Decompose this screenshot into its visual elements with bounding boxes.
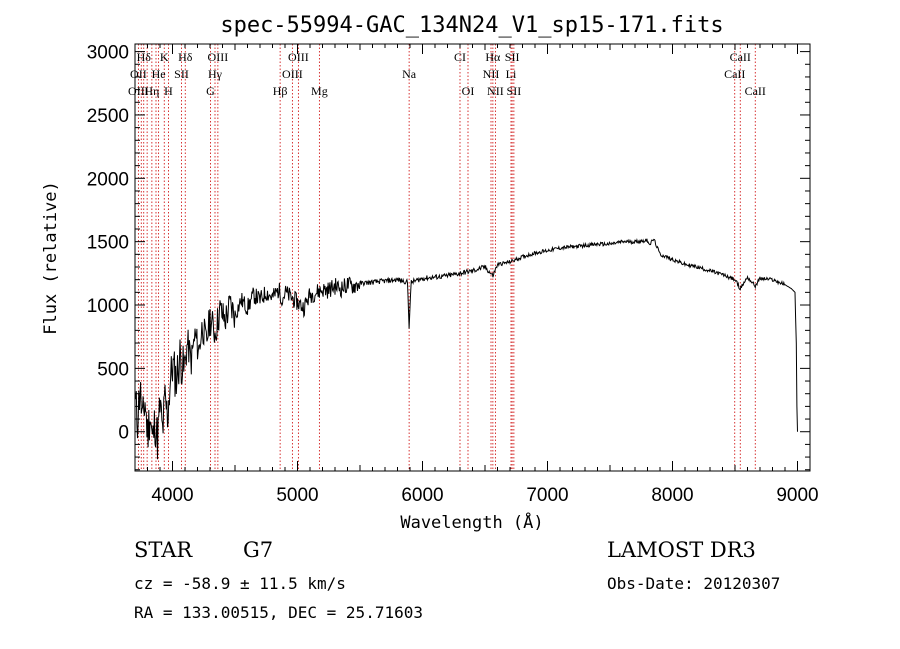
line-label: CaII xyxy=(745,84,766,98)
spectrum-line xyxy=(135,237,798,460)
y-tick-label: 500 xyxy=(97,359,129,380)
y-tick-label: 2500 xyxy=(87,106,129,127)
y-axis-label: Flux (relative) xyxy=(41,181,61,335)
x-axis-label: Wavelength (Å) xyxy=(400,511,543,533)
line-label: G xyxy=(206,84,215,98)
line-label: OI xyxy=(462,84,475,98)
x-tick-label: 9000 xyxy=(776,485,818,506)
y-axis-ticks: 0 500 1000 1500 2000 2500 3000 xyxy=(87,43,810,471)
line-label: Hγ xyxy=(208,67,223,81)
spectrum-series xyxy=(135,237,798,460)
x-tick-label: 5000 xyxy=(276,485,318,506)
line-label: CaII xyxy=(724,67,745,81)
y-tick-label: 1000 xyxy=(87,296,129,317)
x-tick-label: 6000 xyxy=(401,485,443,506)
line-label: NII xyxy=(483,67,500,81)
survey-name: LAMOST DR3 xyxy=(607,538,756,562)
x-tick-label: 8000 xyxy=(651,485,693,506)
line-label: K xyxy=(160,50,169,64)
line-label: OII xyxy=(130,67,147,81)
object-subclass: G7 xyxy=(243,538,274,562)
line-label: Hβ xyxy=(273,84,288,98)
line-label: SII xyxy=(507,84,522,98)
line-label: Hδ xyxy=(178,50,193,64)
observation-date: Obs-Date: 20120307 xyxy=(607,574,781,593)
line-label: SII xyxy=(505,50,520,64)
coordinates: RA = 133.00515, DEC = 25.71603 xyxy=(134,603,423,622)
x-tick-label: 7000 xyxy=(526,485,568,506)
x-tick-label: 4000 xyxy=(151,485,193,506)
redshift-value: cz = -58.9 ± 11.5 km/s xyxy=(134,574,346,593)
y-tick-label: 0 xyxy=(118,423,129,444)
line-label: OIII xyxy=(128,84,149,98)
line-label: CI xyxy=(454,50,466,64)
line-label: Mg xyxy=(311,84,328,98)
line-label: Hα xyxy=(485,50,501,64)
line-label: OIII xyxy=(288,50,309,64)
x-axis-ticks: 4000 5000 6000 7000 8000 9000 xyxy=(134,44,819,506)
line-label: Li xyxy=(506,67,517,81)
spectral-line-labels: Hδ K Hδ OIII OIII CI Hα SII CaII OII He SII Hγ OIII Na… xyxy=(128,50,766,98)
line-label: SII xyxy=(174,67,189,81)
line-label: CaII xyxy=(730,50,751,64)
plot-frame xyxy=(134,43,811,472)
object-class: STAR xyxy=(134,538,193,562)
y-tick-label: 1500 xyxy=(87,233,129,254)
line-label: He xyxy=(152,67,166,81)
line-label: OIII xyxy=(208,50,229,64)
y-tick-label: 2000 xyxy=(87,169,129,190)
line-label: OIII xyxy=(282,67,303,81)
chart-title: spec-55994-GAC_134N24_V1_sp15-171.fits xyxy=(220,13,723,38)
line-label: NII xyxy=(487,84,504,98)
line-label: H xyxy=(164,84,173,98)
line-label: Hδ xyxy=(137,50,152,64)
line-label: Na xyxy=(402,67,417,81)
spectral-line-markers xyxy=(137,44,756,471)
line-label: Hη xyxy=(144,84,159,98)
y-tick-label: 3000 xyxy=(87,43,129,64)
